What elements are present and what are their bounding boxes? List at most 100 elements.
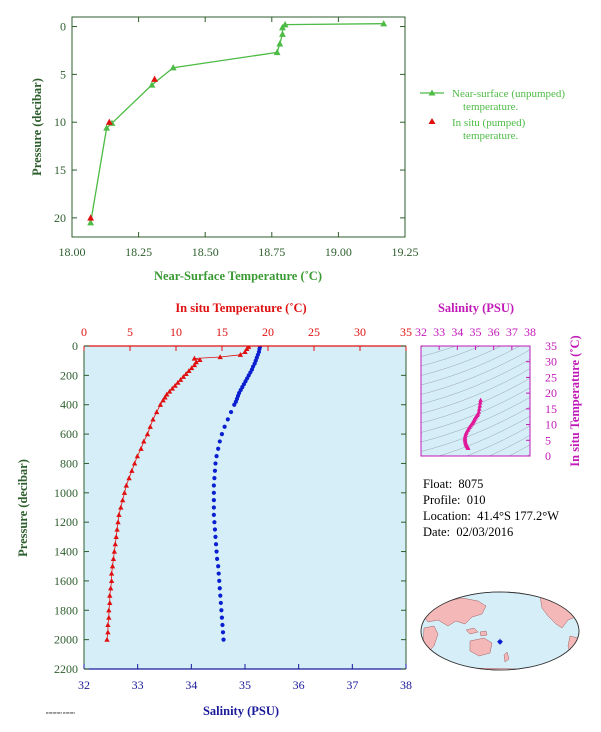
temp-tick-label: 25 <box>308 325 320 339</box>
ts-density-contours <box>421 346 530 456</box>
salinity-point <box>218 600 223 606</box>
ts-y-axis-label: In situ Temperature (˚C) <box>568 335 582 466</box>
unpumped-point <box>148 81 156 88</box>
sal-tick-label: 35 <box>239 678 251 692</box>
ts-y-tick-label: 20 <box>545 386 557 400</box>
ts-x-tick-label: 35 <box>470 325 482 339</box>
salinity-point <box>211 498 216 503</box>
near-surface-plot-frame <box>71 16 406 238</box>
ts-point <box>477 403 483 408</box>
x-tick-label: 18.50 <box>192 245 219 259</box>
temperature-point <box>114 526 120 532</box>
sal-tick-label: 38 <box>400 678 412 692</box>
ts-contour <box>421 346 521 386</box>
near-surface-axes: 18.00 18.25 18.50 18.75 19.00 19.25 0 5 10 15 20 <box>54 17 419 259</box>
float-location-marker <box>497 638 503 645</box>
temperature-point <box>147 423 153 429</box>
pressure-tick-label: 400 <box>60 398 78 412</box>
date-value: 02/03/2016 <box>456 525 514 539</box>
y-tick-label: 20 <box>54 211 66 225</box>
float-label: Float: <box>423 477 453 491</box>
salinity-point <box>216 571 221 576</box>
profile-value: 010 <box>466 493 486 507</box>
salinity-point <box>216 446 221 451</box>
temperature-point <box>116 512 122 517</box>
temperature-point <box>112 541 118 547</box>
pressure-tick-label: 1200 <box>54 515 78 529</box>
ts-plot-background <box>421 346 530 456</box>
ts-y-tick-label: 30 <box>545 355 557 369</box>
float-marker-cross <box>497 638 503 645</box>
ts-y-tick-label: 25 <box>545 370 557 384</box>
ts-contour <box>421 358 530 405</box>
ts-contour <box>488 434 530 456</box>
unpumped-point <box>276 40 284 47</box>
float-value: 8075 <box>458 477 484 491</box>
temperature-point <box>108 578 115 584</box>
temperature-point <box>164 391 170 397</box>
salinity-point <box>213 461 218 466</box>
ts-contour <box>421 387 530 433</box>
temperature-point <box>109 563 116 569</box>
near-surface-data <box>87 20 388 226</box>
x-tick-label: 19.25 <box>392 245 419 259</box>
temperature-point <box>126 475 132 481</box>
pressure-tick-label: 2000 <box>54 633 78 647</box>
temperature-point <box>150 416 156 422</box>
salinity-point <box>212 468 218 473</box>
temperature-point <box>197 357 203 363</box>
ts-contour <box>465 425 530 456</box>
ts-contour <box>421 349 530 395</box>
salinity-point <box>220 622 225 628</box>
profile-data <box>104 346 263 642</box>
temperature-point <box>162 394 168 400</box>
unpumped-point <box>103 124 111 131</box>
unpumped-point <box>279 23 286 31</box>
salinity-point <box>217 439 222 444</box>
temperature-point <box>123 482 129 488</box>
ts-y-tick-label: 0 <box>545 449 551 463</box>
ts-x-tick-label: 38 <box>524 325 536 339</box>
temperature-point <box>217 354 223 360</box>
salinity-point <box>212 527 218 532</box>
salinity-point <box>211 505 216 510</box>
temperature-point <box>107 600 113 606</box>
legend-label-unpumped-line2: temperature. <box>463 101 519 113</box>
ts-contour <box>421 396 530 443</box>
pumped-point <box>151 75 159 82</box>
temperature-point <box>105 622 111 628</box>
salinity-point <box>213 542 219 547</box>
ts-point <box>477 406 482 411</box>
ts-x-tick-label: 34 <box>451 325 463 339</box>
x-tick-label: 18.75 <box>258 245 285 259</box>
ts-contour <box>421 377 530 424</box>
temperature-point <box>129 467 135 473</box>
temperature-point <box>180 374 187 379</box>
location-map <box>420 591 580 671</box>
salinity-point <box>220 630 226 635</box>
ts-title: Salinity (PSU) <box>438 301 514 315</box>
temperature-point <box>108 570 115 576</box>
temperature-point <box>107 592 113 598</box>
location-row: Location: 41.4°S 177.2°W <box>423 508 559 524</box>
temp-tick-label: 10 <box>170 325 182 339</box>
temperature-point <box>118 504 124 510</box>
temperature-point <box>105 629 111 635</box>
near-surface-y-axis-label: Pressure (decibar) <box>30 78 44 176</box>
temp-tick-label: 15 <box>216 325 228 339</box>
pressure-tick-label: 200 <box>60 368 78 382</box>
sal-tick-label: 37 <box>346 678 358 692</box>
salinity-point <box>221 637 226 642</box>
salinity-point <box>219 608 224 613</box>
temperature-point <box>157 401 164 407</box>
pressure-tick-label: 1400 <box>54 545 78 559</box>
temperature-point <box>134 453 141 459</box>
legend-label-pumped-line2: temperature. <box>463 130 519 142</box>
salinity-point <box>213 534 218 539</box>
map-outline <box>420 591 580 671</box>
salinity-point <box>211 490 216 495</box>
y-tick-label: 0 <box>60 20 66 34</box>
salinity-point <box>228 409 234 415</box>
ts-y-tick-label: 5 <box>545 433 551 447</box>
